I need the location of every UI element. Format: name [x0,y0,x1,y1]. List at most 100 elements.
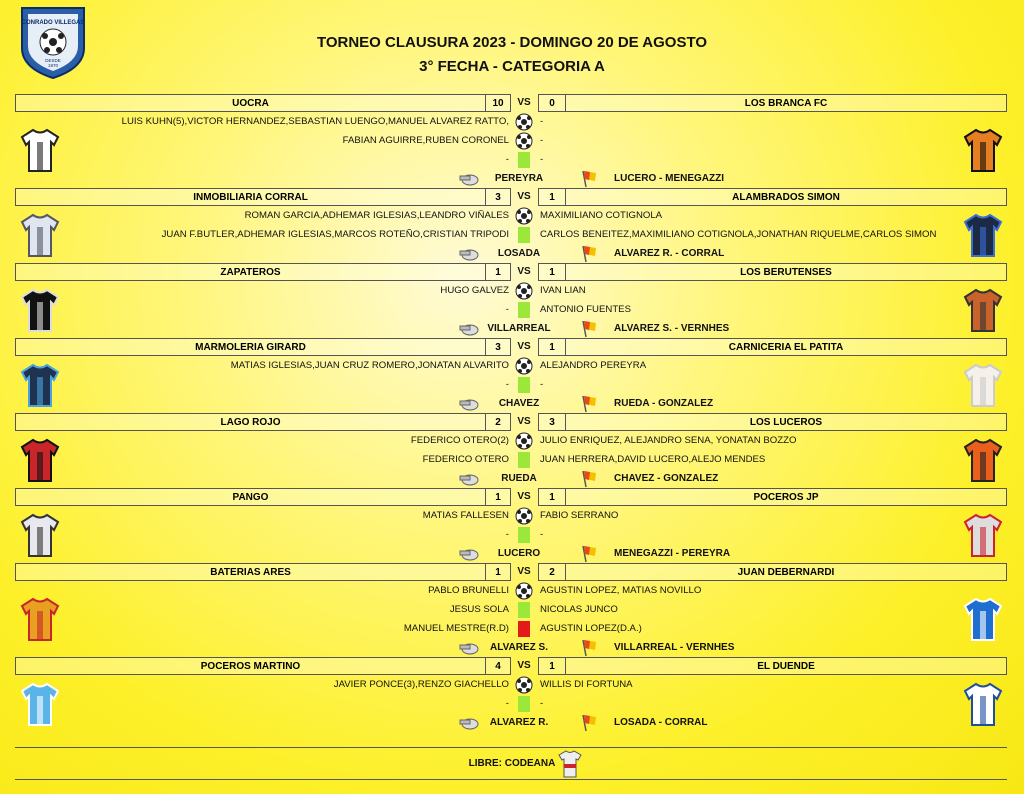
away-score: 1 [538,263,566,281]
vs-label: VS [517,660,531,671]
away-event: IVAN LIAN [540,285,586,296]
flag-icon-graphic [582,714,596,732]
logo-name: CONRADO VILLEGAS [22,20,85,26]
vs-label: VS [517,191,531,202]
yellow-icon [515,151,533,169]
away-event: JULIO ENRIQUEZ, ALEJANDRO SENA, YONATAN … [540,435,797,446]
vs-label: VS [517,416,531,427]
goal-icon-graphic [515,132,533,150]
home-event: MATIAS FALLESEN [422,510,509,521]
away-event: ANTONIO FUENTES [540,304,631,315]
jersey-graphic [20,438,60,482]
whistle-icon [458,395,480,413]
jersey-graphic [20,213,60,257]
away-score: 0 [538,94,566,112]
away-score: 1 [538,657,566,675]
home-team: PANGO [15,488,486,506]
home-event: JUAN F.BUTLER,ADHEMAR IGLESIAS,MARCOS RO… [161,229,509,240]
home-event: HUGO GALVEZ [440,285,509,296]
goal-icon [515,132,533,150]
whistle-icon-graphic [459,324,479,336]
away-event: CARLOS BENEITEZ,MAXIMILIANO COTIGNOLA,JO… [540,229,937,240]
home-team: MARMOLERIA GIRARD [15,338,486,356]
away-event: - [540,116,544,127]
yellow-icon-graphic [518,452,530,468]
yellow-icon [515,695,533,713]
yellow-icon-graphic [518,302,530,318]
jersey-graphic [558,750,582,778]
whistle-icon [458,545,480,563]
goal-icon [515,207,533,225]
away-team: CARNICERIA EL PATITA [565,338,1007,356]
away-team: JUAN DEBERNARDI [565,563,1007,581]
divider-line [15,779,1007,780]
away-team: LOS BERUTENSES [565,263,1007,281]
away-event: NICOLAS JUNCO [540,604,618,615]
home-score: 4 [485,657,511,675]
flag-icon-graphic [582,639,596,657]
yellow-icon [515,451,533,469]
home-event: JESUS SOLA [449,604,509,615]
yellow-icon-graphic [518,377,530,393]
assistants: CHAVEZ - GONZALEZ [614,473,719,484]
away-team: ALAMBRADOS SIMON [565,188,1007,206]
goal-icon [515,676,533,694]
yellow-icon [515,226,533,244]
jersey [20,513,60,557]
away-score: 1 [538,338,566,356]
jersey [963,363,1003,407]
yellow-icon [515,526,533,544]
yellow-icon-graphic [518,602,530,618]
home-event: PABLO BRUNELLI [428,585,509,596]
goal-icon [515,357,533,375]
jersey [20,288,60,332]
jersey-graphic [963,682,1003,726]
away-event: AGUSTIN LOPEZ, MATIAS NOVILLO [540,585,702,596]
goal-icon-graphic [515,676,533,694]
vs-label: VS [517,566,531,577]
jersey-graphic [20,597,60,641]
yellow-icon-graphic [518,152,530,168]
jersey [963,597,1003,641]
away-event: - [540,529,544,540]
goal-icon-graphic [515,357,533,375]
flag-icon-graphic [582,245,596,263]
flag-icon [580,544,598,564]
whistle-icon-graphic [459,643,479,655]
yellow-icon-graphic [518,227,530,243]
jersey-graphic [963,288,1003,332]
away-event: JUAN HERRERA,DAVID LUCERO,ALEJO MENDES [540,454,766,465]
away-event: ALEJANDRO PEREYRA [540,360,647,371]
jersey-graphic [963,597,1003,641]
flag-icon [580,244,598,264]
goal-icon-graphic [515,582,533,600]
flag-icon [580,169,598,189]
goal-icon-graphic [515,113,533,131]
away-score: 1 [538,488,566,506]
home-event: - [505,379,509,390]
logo-year: 1970 [48,63,59,68]
jersey-graphic [20,288,60,332]
home-score: 1 [485,263,511,281]
referee: CHAVEZ [498,398,540,409]
away-event: - [540,379,544,390]
jersey-graphic [963,513,1003,557]
away-event: WILLIS DI FORTUNA [540,679,633,690]
yellow-icon-graphic [518,696,530,712]
away-team: LOS BRANCA FC [565,94,1007,112]
home-score: 3 [485,338,511,356]
jersey-graphic [963,213,1003,257]
yellow-icon [515,601,533,619]
flag-icon-graphic [582,320,596,338]
home-event: LUIS KUHN(5),VICTOR HERNANDEZ,SEBASTIAN … [121,116,509,127]
jersey-graphic [20,682,60,726]
assistants: LUCERO - MENEGAZZI [614,173,724,184]
assistants: RUEDA - GONZALEZ [614,398,714,409]
jersey [20,213,60,257]
home-event: MATIAS IGLESIAS,JUAN CRUZ ROMERO,JONATAN… [230,360,509,371]
whistle-icon [458,320,480,338]
divider-line [15,747,1007,748]
flag-icon-graphic [582,395,596,413]
home-event: FEDERICO OTERO [422,454,509,465]
away-event: - [540,698,544,709]
